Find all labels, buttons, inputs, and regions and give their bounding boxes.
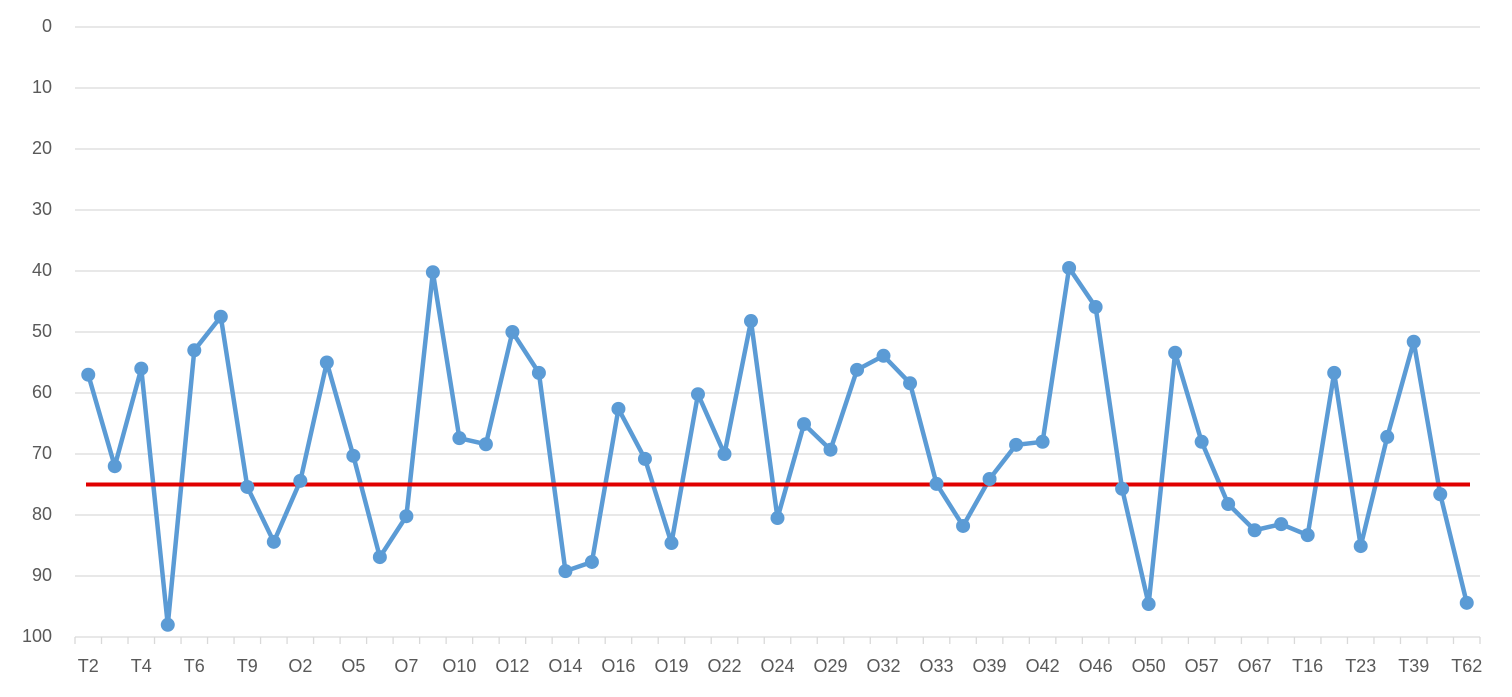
data-point xyxy=(690,387,705,402)
data-point xyxy=(664,536,679,551)
data-point xyxy=(266,534,281,549)
x-tick-label: O2 xyxy=(288,656,312,676)
data-point xyxy=(1247,523,1262,538)
data-point xyxy=(1062,260,1077,275)
data-point xyxy=(611,401,626,416)
data-point xyxy=(1327,365,1342,380)
data-point xyxy=(505,325,520,339)
data-point xyxy=(743,314,758,329)
x-tick-label: O57 xyxy=(1185,656,1219,676)
data-point xyxy=(1141,597,1156,612)
x-tick-label: O24 xyxy=(760,656,794,676)
y-tick-label: 90 xyxy=(32,565,52,585)
data-point xyxy=(372,550,387,565)
data-point xyxy=(797,417,812,432)
x-tick-label: O12 xyxy=(495,656,529,676)
x-tick-label: O7 xyxy=(394,656,418,676)
x-tick-label: O46 xyxy=(1079,656,1113,676)
y-tick-label: 80 xyxy=(32,504,52,524)
data-point xyxy=(876,348,891,363)
x-tick-label: O14 xyxy=(548,656,582,676)
data-point xyxy=(452,431,467,446)
data-point xyxy=(558,564,573,579)
data-point xyxy=(478,437,493,452)
x-tick-label: T2 xyxy=(78,656,99,676)
x-tick-label: O33 xyxy=(920,656,954,676)
data-point xyxy=(160,617,175,632)
x-tick-label: O39 xyxy=(973,656,1007,676)
x-tick-label: O32 xyxy=(867,656,901,676)
data-point xyxy=(531,365,546,380)
x-tick-label: T9 xyxy=(237,656,258,676)
data-point xyxy=(1035,434,1050,449)
x-tick-label: O29 xyxy=(814,656,848,676)
x-tick-label: T16 xyxy=(1292,656,1323,676)
data-line xyxy=(86,265,1469,628)
data-point xyxy=(982,472,997,487)
data-point xyxy=(107,459,122,474)
data-point xyxy=(1433,487,1448,502)
data-point xyxy=(956,518,971,533)
data-point xyxy=(1353,539,1368,554)
y-tick-label: 50 xyxy=(32,321,52,341)
data-point xyxy=(1088,299,1103,314)
x-tick-label: O16 xyxy=(601,656,635,676)
data-point xyxy=(1168,345,1183,360)
x-tick-label: O50 xyxy=(1132,656,1166,676)
data-point xyxy=(293,473,308,488)
data-point xyxy=(425,265,440,280)
x-tick-label: O5 xyxy=(341,656,365,676)
y-tick-label: 60 xyxy=(32,382,52,402)
data-point xyxy=(770,511,785,526)
data-point xyxy=(717,447,732,461)
data-point xyxy=(1009,437,1024,452)
data-point xyxy=(240,479,255,494)
data-point xyxy=(346,448,361,463)
data-point xyxy=(1274,517,1289,532)
data-point xyxy=(823,442,838,457)
x-tick-label: T23 xyxy=(1345,656,1376,676)
data-point xyxy=(399,509,414,524)
data-point xyxy=(1459,595,1474,610)
data-point xyxy=(319,355,334,370)
y-tick-label: 70 xyxy=(32,443,52,463)
data-point xyxy=(1115,481,1130,496)
data-point xyxy=(187,343,202,358)
x-tick-label: O67 xyxy=(1238,656,1272,676)
x-tick-label: T39 xyxy=(1398,656,1429,676)
data-point xyxy=(81,367,96,382)
x-tick-label: O42 xyxy=(1026,656,1060,676)
y-tick-label: 0 xyxy=(42,16,52,36)
data-point xyxy=(929,476,944,491)
x-tick-label: O19 xyxy=(654,656,688,676)
data-point xyxy=(584,554,599,569)
x-tick-label: O10 xyxy=(442,656,476,676)
x-tick-label: T6 xyxy=(184,656,205,676)
x-tick-label: T62 xyxy=(1451,656,1482,676)
data-point xyxy=(1406,334,1421,349)
y-tick-label: 30 xyxy=(32,199,52,219)
data-point xyxy=(850,362,865,377)
x-tick-label: T4 xyxy=(131,656,152,676)
data-point xyxy=(1194,434,1209,449)
data-point xyxy=(637,451,652,466)
y-tick-label: 100 xyxy=(22,626,52,646)
x-tick-label: O22 xyxy=(707,656,741,676)
y-tick-label: 40 xyxy=(32,260,52,280)
data-point xyxy=(134,361,149,376)
data-point xyxy=(1380,429,1395,444)
data-point xyxy=(1221,497,1236,512)
data-point xyxy=(903,376,918,391)
data-point xyxy=(213,309,228,324)
data-point xyxy=(1300,528,1315,543)
y-tick-label: 10 xyxy=(32,77,52,97)
y-tick-label: 20 xyxy=(32,138,52,158)
